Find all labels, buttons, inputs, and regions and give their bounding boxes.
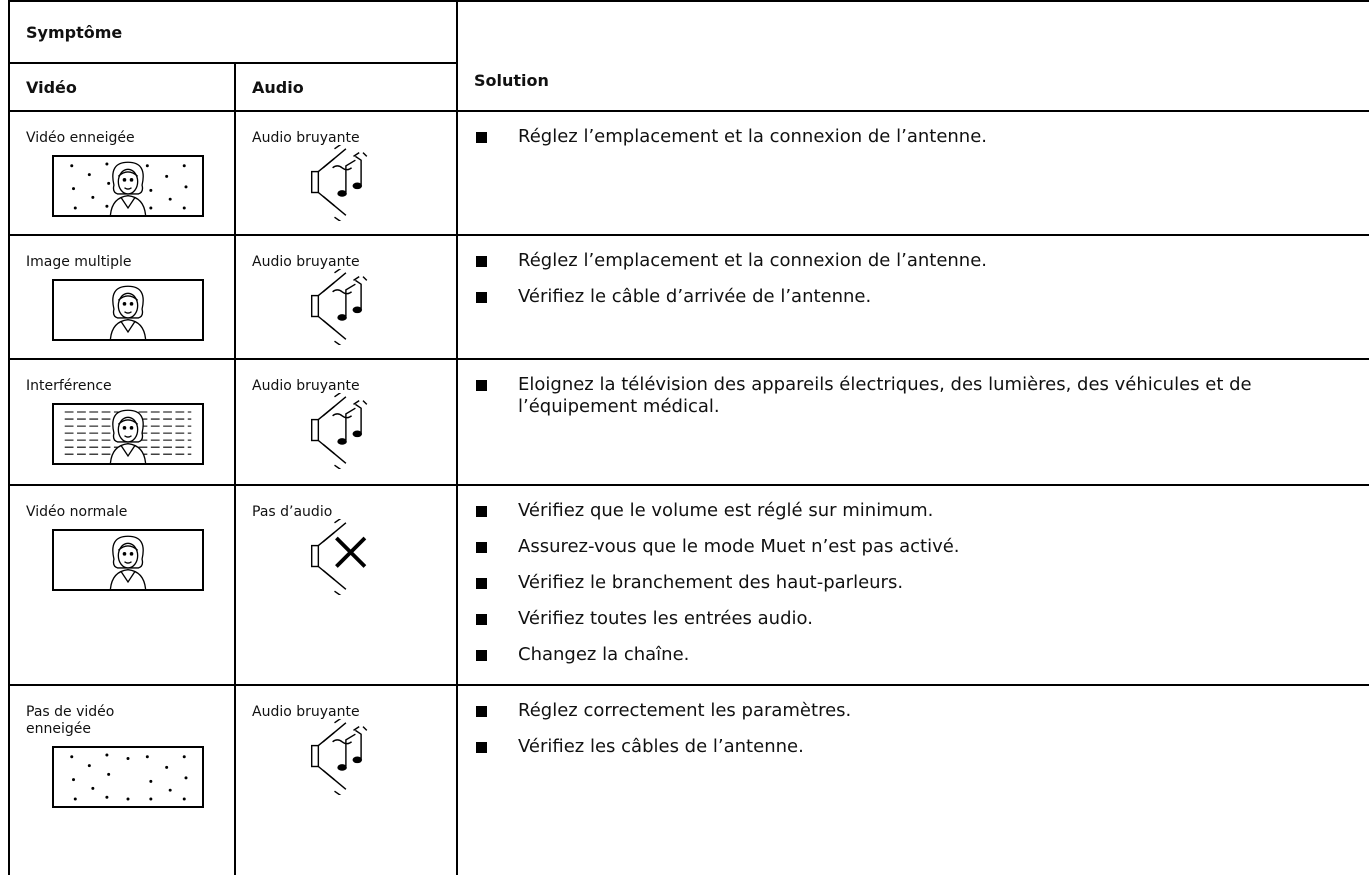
icon: [52, 403, 204, 465]
icon: [310, 393, 368, 469]
audio-cell: Audio bruyante: [234, 358, 458, 486]
video-label: Vidéo enneigée: [26, 130, 135, 146]
video-cell: Interférence: [8, 358, 236, 486]
audio-label: Audio bruyante: [252, 378, 360, 394]
icon: [52, 155, 204, 217]
video-cell: Pas de vidéo enneigée: [8, 684, 236, 875]
solution-list: Réglez correctement les paramètres. Vérif…: [474, 700, 1369, 772]
troubleshooting-table: Symptôme Solution Vidéo Audio Vidéo enne…: [8, 0, 1369, 875]
icon: [310, 519, 367, 595]
solution-item: Eloignez la télévision des appareils éle…: [474, 374, 1369, 432]
solution-item: Vérifiez toutes les entrées audio.: [474, 608, 1369, 644]
solution-cell: Réglez l’emplacement et la connexion de …: [456, 110, 1369, 236]
header-solution: Solution: [456, 0, 1369, 112]
icon: [52, 746, 204, 808]
icon: [52, 279, 204, 341]
video-label: Image multiple: [26, 254, 132, 270]
solution-item: Vérifiez le branchement des haut-parleur…: [474, 572, 1369, 608]
solution-item: Réglez correctement les paramètres.: [474, 700, 1369, 736]
header-video: Vidéo: [8, 62, 236, 112]
solution-item: Réglez l’emplacement et la connexion de …: [474, 126, 1369, 162]
video-cell: Vidéo normale: [8, 484, 236, 686]
solution-list: Eloignez la télévision des appareils éle…: [474, 374, 1369, 432]
solution-cell: Réglez l’emplacement et la connexion de …: [456, 234, 1369, 360]
solution-list: Réglez l’emplacement et la connexion de …: [474, 126, 1369, 162]
video-label: Interférence: [26, 378, 112, 394]
solution-item: Changez la chaîne.: [474, 644, 1369, 680]
solution-list: Vérifiez que le volume est réglé sur min…: [474, 500, 1369, 680]
solution-item: Réglez l’emplacement et la connexion de …: [474, 250, 1369, 286]
table-row: Pas de vidéo enneigée Audio bruyante Régle…: [8, 684, 1369, 875]
solution-list: Réglez l’emplacement et la connexion de …: [474, 250, 1369, 322]
video-label: Pas de vidéo enneigée: [26, 704, 115, 737]
table-row: Interférence Audio bruyante Eloignez la té…: [8, 358, 1369, 486]
audio-cell: Audio bruyante: [234, 110, 458, 236]
table-row: Image multiple Audio bruyante Réglez l’emp…: [8, 234, 1369, 360]
audio-cell: Audio bruyante: [234, 234, 458, 360]
audio-cell: Pas d’audio: [234, 484, 458, 686]
solution-item: Vérifiez le câble d’arrivée de l’antenne…: [474, 286, 1369, 322]
audio-label: Audio bruyante: [252, 254, 360, 270]
audio-label: Audio bruyante: [252, 704, 360, 720]
icon: [310, 719, 368, 795]
audio-label: Audio bruyante: [252, 130, 360, 146]
table-row: Vidéo enneigée Audio bruyante Réglez l’emp…: [8, 110, 1369, 236]
video-cell: Image multiple: [8, 234, 236, 360]
header-symptom: Symptôme: [8, 0, 458, 64]
video-cell: Vidéo enneigée: [8, 110, 236, 236]
solution-item: Assurez-vous que le mode Muet n’est pas …: [474, 536, 1369, 572]
header-audio: Audio: [234, 62, 458, 112]
solution-cell: Eloignez la télévision des appareils éle…: [456, 358, 1369, 486]
video-label: Vidéo normale: [26, 504, 128, 520]
solution-cell: Vérifiez que le volume est réglé sur min…: [456, 484, 1369, 686]
solution-cell: Réglez correctement les paramètres. Vérif…: [456, 684, 1369, 875]
audio-cell: Audio bruyante: [234, 684, 458, 875]
audio-label: Pas d’audio: [252, 504, 333, 520]
icon: [310, 269, 368, 345]
table-row: Vidéo normale Pas d’audio Vérifiez que le …: [8, 484, 1369, 686]
icon: [52, 529, 204, 591]
solution-item: Vérifiez les câbles de l’antenne.: [474, 736, 1369, 772]
icon: [310, 145, 368, 221]
solution-item: Vérifiez que le volume est réglé sur min…: [474, 500, 1369, 536]
